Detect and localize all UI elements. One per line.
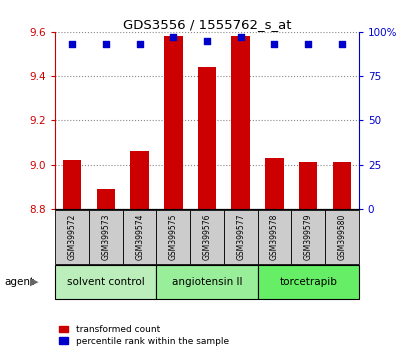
- Bar: [55, 265, 156, 299]
- Text: GSM399572: GSM399572: [67, 214, 76, 260]
- Bar: [190, 210, 223, 264]
- Bar: [223, 210, 257, 264]
- Bar: [265, 158, 283, 209]
- Point: [170, 34, 176, 40]
- Point: [270, 41, 277, 47]
- Bar: [122, 210, 156, 264]
- Bar: [89, 210, 122, 264]
- Text: torcetrapib: torcetrapib: [279, 277, 336, 287]
- Bar: [97, 189, 115, 209]
- Text: GSM399576: GSM399576: [202, 214, 211, 260]
- Bar: [231, 36, 249, 209]
- Point: [338, 41, 344, 47]
- Text: GSM399575: GSM399575: [169, 214, 178, 260]
- Text: GSM399580: GSM399580: [337, 214, 346, 260]
- Text: ▶: ▶: [29, 277, 38, 287]
- Point: [237, 34, 243, 40]
- Bar: [291, 210, 324, 264]
- Bar: [197, 67, 216, 209]
- Bar: [257, 265, 358, 299]
- Text: GSM399573: GSM399573: [101, 214, 110, 260]
- Bar: [298, 162, 317, 209]
- Point: [136, 41, 143, 47]
- Legend: transformed count, percentile rank within the sample: transformed count, percentile rank withi…: [56, 321, 232, 349]
- Bar: [324, 210, 358, 264]
- Text: angiotensin II: angiotensin II: [171, 277, 242, 287]
- Point: [102, 41, 109, 47]
- Bar: [332, 162, 350, 209]
- Text: solvent control: solvent control: [67, 277, 144, 287]
- Bar: [63, 160, 81, 209]
- Bar: [156, 265, 257, 299]
- Text: agent: agent: [4, 277, 34, 287]
- Bar: [164, 36, 182, 209]
- Bar: [257, 210, 291, 264]
- Text: GSM399574: GSM399574: [135, 214, 144, 260]
- Title: GDS3556 / 1555762_s_at: GDS3556 / 1555762_s_at: [123, 18, 290, 31]
- Text: GSM399577: GSM399577: [236, 214, 245, 260]
- Text: GSM399579: GSM399579: [303, 214, 312, 260]
- Bar: [130, 151, 148, 209]
- Point: [304, 41, 311, 47]
- Point: [203, 38, 210, 44]
- Bar: [55, 210, 89, 264]
- Bar: [156, 210, 190, 264]
- Point: [69, 41, 75, 47]
- Text: GSM399578: GSM399578: [269, 214, 278, 260]
